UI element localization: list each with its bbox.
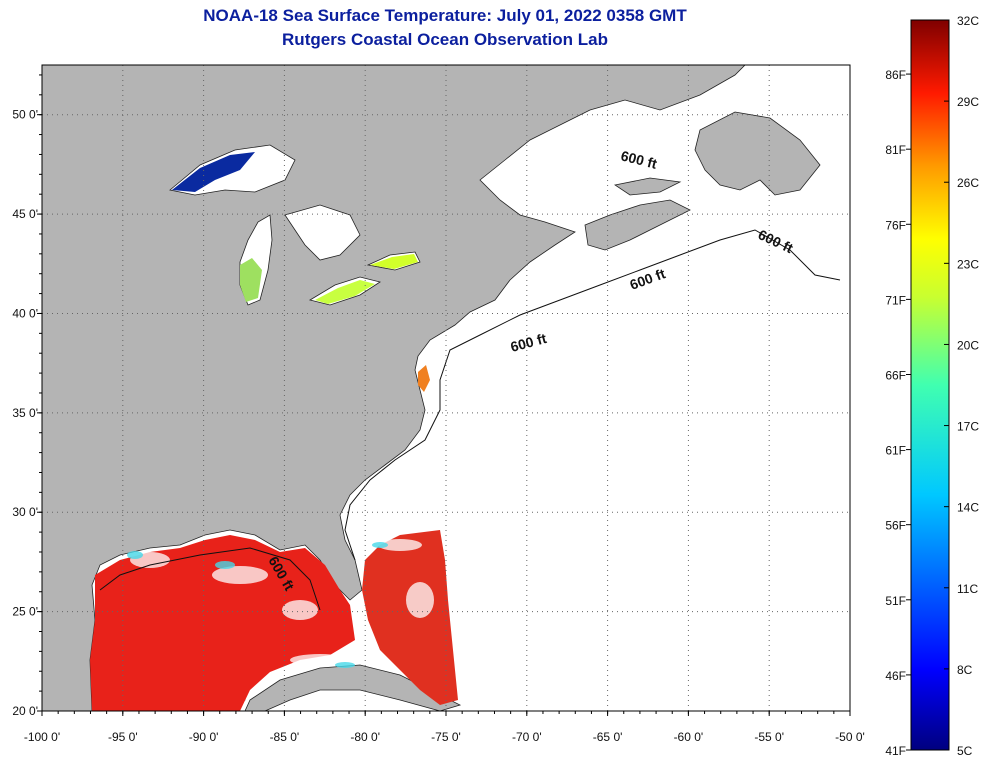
lat-axis: 50 0' 45 0' 40 0' 35 0' 30 0' 25 0' 20 0' <box>12 74 42 718</box>
lake-superior-sst <box>172 152 255 192</box>
land-cuba <box>244 664 462 711</box>
lat-tick-label: 35 0' <box>12 406 38 420</box>
colorbar-celsius-label: 11C <box>957 582 978 596</box>
colorbar-fahrenheit-label: 46F <box>885 669 906 683</box>
600ft-contour-gulf <box>99 547 321 611</box>
lon-tick-label: -70 0' <box>512 730 542 744</box>
gulf-mexico-sst <box>90 535 355 711</box>
colorbar-fahrenheit-label: 86F <box>885 68 906 82</box>
lake-ontario-sst <box>370 254 418 269</box>
colorbar-celsius-label: 32C <box>957 14 979 28</box>
lon-tick-label: -75 0' <box>431 730 461 744</box>
colorbar-fahrenheit-label: 51F <box>885 594 906 608</box>
lon-tick-label: -65 0' <box>593 730 623 744</box>
chesapeake-sst <box>418 365 430 392</box>
lat-tick-label: 50 0' <box>12 108 38 122</box>
600ft-contour <box>344 229 841 561</box>
land-pei <box>613 177 682 196</box>
land-mass <box>42 65 746 711</box>
colorbar-fahrenheit-label: 56F <box>885 519 906 533</box>
sst-cool-patches <box>127 542 388 668</box>
land-newfoundland <box>694 111 821 196</box>
colorbar-celsius-label: 23C <box>957 257 979 271</box>
lon-tick-label: -50 0' <box>835 730 865 744</box>
colorbar-fahrenheit-label: 71F <box>885 293 906 307</box>
colorbar-celsius-label: 5C <box>957 744 973 758</box>
colorbar-celsius-labels: 32C 29C 26C 23C 20C 17C 14C 11C 8C 5C <box>944 14 979 758</box>
colorbar-celsius-label: 17C <box>957 420 979 434</box>
lon-tick-label: -60 0' <box>674 730 704 744</box>
map-title: NOAA-18 Sea Surface Temperature: July 01… <box>203 6 687 25</box>
colorbar-celsius-label: 29C <box>957 95 979 109</box>
lon-tick-label: -80 0' <box>350 730 380 744</box>
colorbar-celsius-label: 20C <box>957 338 979 352</box>
lat-tick-label: 30 0' <box>12 505 38 519</box>
map-subtitle: Rutgers Coastal Ocean Observation Lab <box>282 30 608 49</box>
colorbar-celsius-label: 26C <box>957 176 979 190</box>
lake-erie-sst <box>315 280 375 304</box>
atlantic-sst <box>362 530 458 705</box>
lake-huron <box>284 204 361 261</box>
colorbar-fahrenheit-label: 76F <box>885 218 906 232</box>
lon-axis: -100 0' -95 0' -90 0' -85 0' -80 0' -75 0' -70… <box>24 711 865 744</box>
colorbar-fahrenheit-label: 41F <box>885 744 906 758</box>
colorbar-fahrenheit-label: 81F <box>885 143 906 157</box>
colorbar-celsius-label: 14C <box>957 501 979 515</box>
lat-tick-label: 25 0' <box>12 605 38 619</box>
colorbar-fahrenheit-label: 66F <box>885 368 906 382</box>
lon-tick-label: -55 0' <box>754 730 784 744</box>
lake-michigan-sst <box>240 258 262 302</box>
lon-tick-label: -90 0' <box>189 730 219 744</box>
lat-tick-label: 45 0' <box>12 207 38 221</box>
lat-tick-label: 20 0' <box>12 704 38 718</box>
colorbar <box>910 19 950 751</box>
lon-tick-label: -95 0' <box>108 730 138 744</box>
land-nova-scotia <box>584 199 691 251</box>
colorbar-celsius-label: 8C <box>957 663 973 677</box>
lat-tick-label: 40 0' <box>12 306 38 320</box>
lon-tick-label: -85 0' <box>270 730 300 744</box>
colorbar-fahrenheit-labels: 86F 81F 76F 71F 66F 61F 56F 51F 46F 41F <box>885 68 911 758</box>
colorbar-fahrenheit-label: 61F <box>885 444 906 458</box>
lon-tick-label: -100 0' <box>24 730 60 744</box>
